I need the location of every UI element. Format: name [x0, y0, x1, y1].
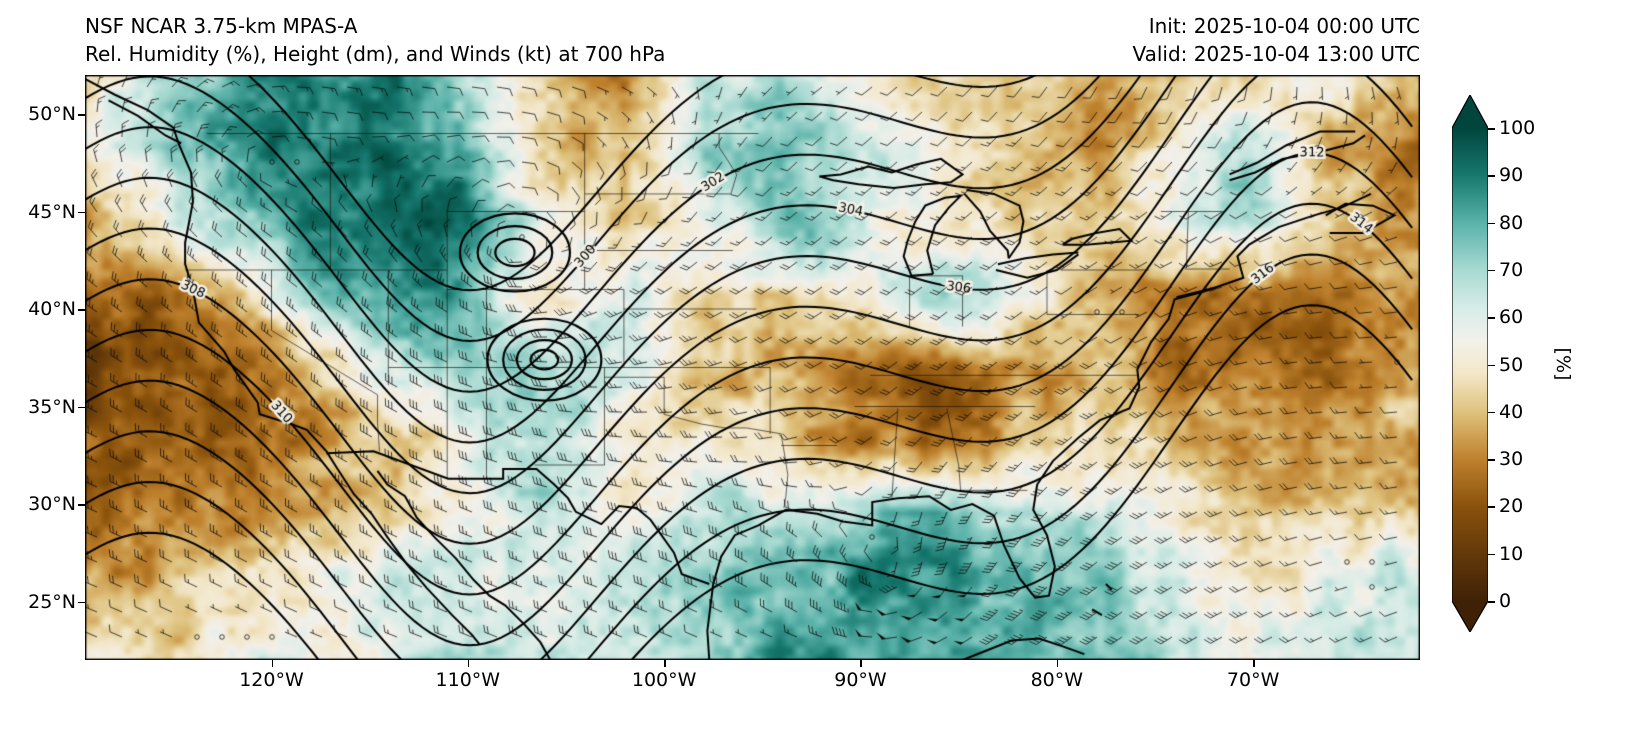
x-tick-mark — [271, 660, 273, 667]
y-tick-mark — [78, 504, 85, 506]
colorbar-tick-mark — [1488, 269, 1495, 272]
colorbar-tick-mark — [1488, 128, 1495, 130]
colorbar-tick-mark — [1488, 411, 1495, 414]
y-tick-label: 50°N — [28, 103, 76, 125]
model-title: NSF NCAR 3.75-km MPAS-A — [85, 14, 358, 38]
colorbar-tick-mark — [1488, 175, 1495, 177]
x-tick-label: 80°W — [1030, 669, 1084, 691]
init-time-label: Init: 2025-10-04 00:00 UTC — [1148, 14, 1420, 38]
colorbar-tick-label: 10 — [1499, 542, 1524, 565]
colorbar-tick-label: 50 — [1499, 353, 1524, 376]
figure-subtitle: Rel. Humidity (%), Height (dm), and Wind… — [85, 42, 666, 66]
colorbar-units-label: [%] — [1552, 347, 1574, 381]
colorbar-tick-mark — [1488, 601, 1495, 603]
y-tick-mark — [78, 211, 85, 213]
x-tick-label: 90°W — [834, 669, 887, 691]
y-tick-label: 25°N — [28, 590, 76, 613]
colorbar-tick-label: 80 — [1499, 211, 1524, 234]
y-tick-label: 45°N — [28, 200, 76, 223]
colorbar-tick-mark — [1488, 553, 1495, 556]
colorbar-tick-label: 100 — [1499, 117, 1536, 139]
x-tick-label: 110°W — [435, 669, 501, 691]
x-tick-mark — [664, 660, 666, 667]
colorbar-tick-label: 30 — [1499, 448, 1524, 471]
y-tick-label: 40°N — [28, 298, 76, 320]
colorbar-tick-mark — [1488, 506, 1495, 508]
colorbar — [1452, 95, 1488, 632]
y-tick-label: 35°N — [28, 395, 76, 418]
y-tick-mark — [78, 601, 85, 603]
map-plot-canvas — [85, 75, 1420, 660]
x-tick-mark — [1056, 660, 1059, 667]
valid-time-label: Valid: 2025-10-04 13:00 UTC — [1132, 42, 1420, 66]
colorbar-tick-label: 60 — [1499, 306, 1524, 329]
y-tick-mark — [78, 309, 85, 311]
colorbar-tick-mark — [1488, 364, 1495, 366]
colorbar-tick-mark — [1488, 317, 1495, 319]
y-tick-mark — [78, 406, 85, 408]
colorbar-tick-mark — [1488, 459, 1495, 461]
colorbar-tick-label: 0 — [1499, 590, 1512, 612]
x-tick-mark — [860, 660, 862, 667]
x-tick-label: 70°W — [1226, 669, 1280, 691]
colorbar-tick-label: 70 — [1499, 258, 1524, 281]
x-tick-mark — [467, 660, 470, 667]
x-tick-mark — [1253, 660, 1255, 667]
x-tick-label: 100°W — [631, 669, 697, 691]
colorbar-tick-label: 90 — [1499, 164, 1524, 187]
y-tick-mark — [78, 114, 85, 116]
x-tick-label: 120°W — [239, 669, 304, 691]
colorbar-tick-label: 20 — [1499, 495, 1524, 518]
time-block: Init: 2025-10-04 00:00 UTC Valid: 2025-1… — [1132, 12, 1420, 68]
title-block: NSF NCAR 3.75-km MPAS-A Rel. Humidity (%… — [85, 12, 665, 68]
colorbar-tick-label: 40 — [1499, 400, 1524, 423]
y-tick-label: 30°N — [28, 493, 76, 515]
colorbar-tick-mark — [1488, 222, 1495, 225]
